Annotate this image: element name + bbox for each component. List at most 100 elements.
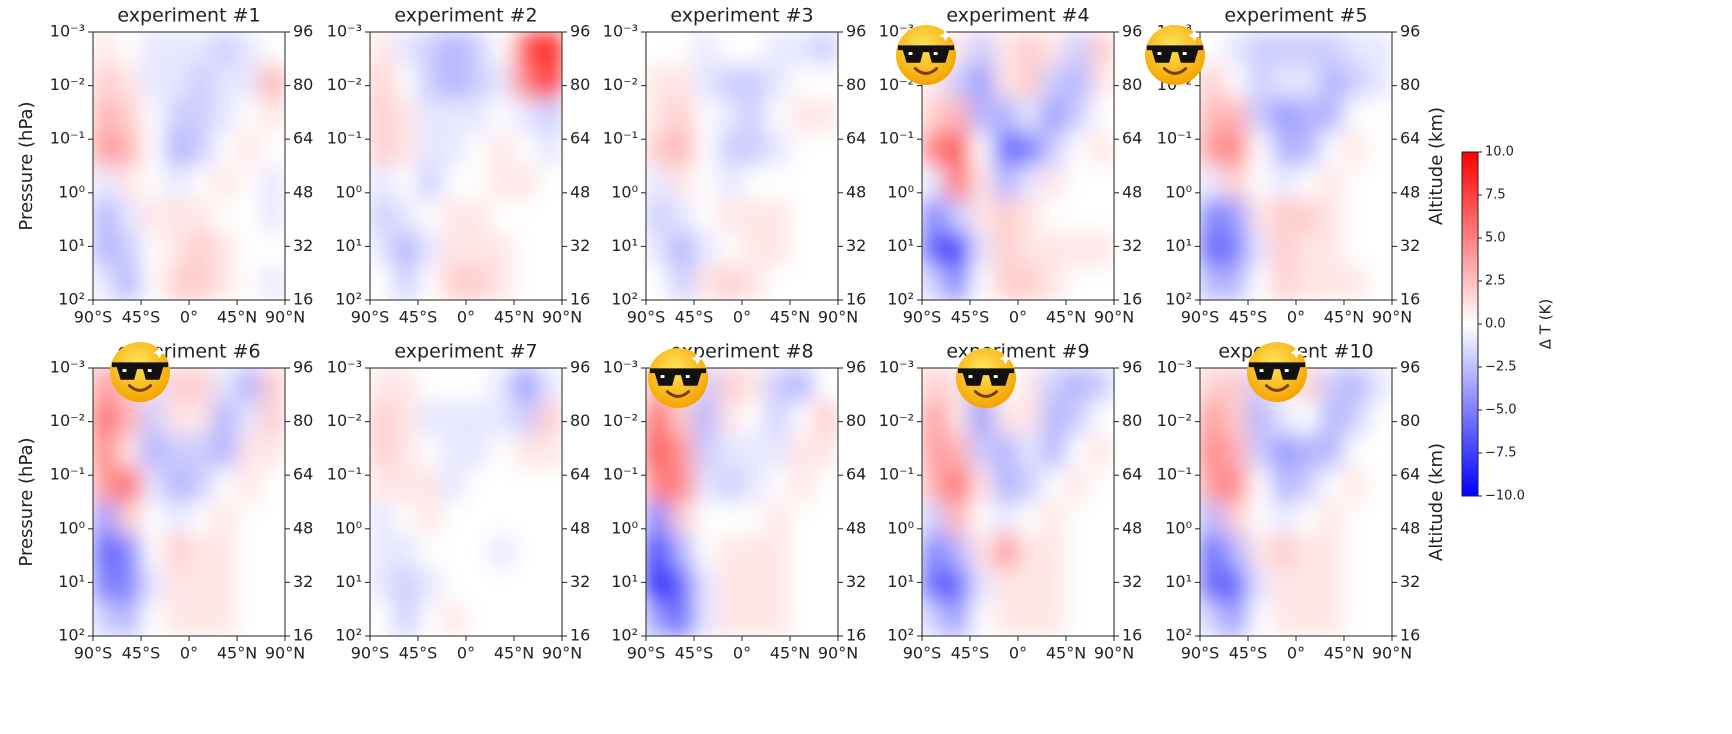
heat-cell [1089,501,1114,536]
heat-cell [441,535,467,570]
panel: experiment #1 90°S 45°S 0° 45°N 90°N 10⁻³ 10⁻² 1… [16,5,313,327]
y2-tick-label: 80 [1122,75,1142,94]
heat-cell [813,434,838,469]
heat-cell [236,368,262,402]
x-tick-label: 90°S [903,644,942,663]
heat-cell [813,501,838,536]
heat-cell [741,434,767,469]
heat-cell [693,401,719,436]
y2-tick-label: 80 [846,75,866,94]
heat-cell [789,165,815,200]
heat-cell [537,468,562,503]
heat-cell [489,32,515,66]
heat-cell [993,266,1019,300]
heat-cell [236,132,262,167]
heat-cell [693,501,719,536]
heat-cell [646,568,671,603]
heat-cell [513,65,539,100]
y2-tick-label: 32 [1122,572,1142,591]
heat-cell [441,165,467,200]
heat-cell [693,199,719,234]
heat-cell [969,165,995,200]
heat-cell [188,165,214,200]
heat-cell [370,98,395,133]
heat-cell [717,32,743,66]
y-tick-label: 10⁻¹ [327,129,362,148]
colorbar-scale [1461,151,1479,497]
heat-cell [441,266,467,300]
heat-cell [1200,266,1225,300]
heat-cell [164,199,190,234]
heat-cell [417,568,443,603]
heat-cell [537,98,562,133]
y2-tick-label: 80 [1400,411,1420,430]
y-tick-label: 10⁻¹ [327,465,362,484]
x-tick-label: 90°S [1181,644,1220,663]
heat-cell [693,232,719,267]
heat-cell [188,535,214,570]
heat-cell [717,602,743,636]
y2-tick-label: 16 [1400,626,1420,645]
heat-cell [370,368,395,402]
y-tick-label: 10² [1165,626,1192,645]
heat-cell [1200,602,1225,636]
heat-cell [646,98,671,133]
heat-cell [236,65,262,100]
heat-cell [765,98,791,133]
heat-cell [212,266,238,300]
heat-cell [417,434,443,469]
y2-tick-label: 32 [293,236,313,255]
heat-cell [1041,468,1067,503]
heat-cell [1367,199,1392,234]
heat-cell [993,132,1019,167]
heat-cell [260,165,285,200]
y-tick-label: 10⁰ [887,182,914,201]
x-tick-label: 0° [733,308,751,327]
heat-cell [164,568,190,603]
heat-cell [922,434,947,469]
heatmap [1200,368,1392,636]
heat-cell [741,199,767,234]
heat-cell [1017,165,1043,200]
heat-cell [1065,434,1091,469]
heat-cell [513,32,539,66]
colorbar-tick-label: −2.5 [1485,360,1517,375]
panel-title: experiment #7 [394,341,537,363]
heat-cell [140,401,166,436]
heat-cell [1367,32,1392,66]
panel: experiment #2 90°S 45°S 0° 45°N 90°N 10⁻³ 10⁻² 1… [327,5,591,327]
heat-cell [789,232,815,267]
panel: experiment #3 90°S 45°S 0° 45°N 90°N 10⁻³ 10⁻² 1… [603,5,867,327]
heat-cell [693,98,719,133]
heat-cell [1343,368,1369,402]
x-tick-label: 45°N [770,308,810,327]
y-tick-label: 10⁰ [887,518,914,537]
heat-cell [1319,98,1345,133]
y2-tick-label: 64 [570,129,590,148]
heat-cell [717,401,743,436]
heat-cell [813,368,838,402]
heat-cell [260,98,285,133]
y-tick-label: 10⁻¹ [879,465,914,484]
heat-cell [93,132,118,167]
heat-cell [741,501,767,536]
y2-tick-label: 48 [1122,518,1142,537]
heat-cell [140,65,166,100]
y2-tick-label: 16 [846,626,866,645]
heat-cell [1247,401,1273,436]
heat-cell [260,468,285,503]
heatmap [1200,32,1392,300]
y2-tick-label: 16 [570,290,590,309]
x-tick-label: 90°N [1372,644,1412,663]
x-tick-label: 90°N [1094,308,1134,327]
y-tick-label: 10⁻² [327,411,362,430]
heat-cell [693,535,719,570]
heat-cell [1200,401,1225,436]
panel-title: experiment #1 [117,5,260,27]
heat-cell [1223,32,1249,66]
heat-cell [741,401,767,436]
heat-cell [1343,199,1369,234]
heat-cell [116,266,142,300]
heat-cell [789,401,815,436]
heat-cell [717,434,743,469]
